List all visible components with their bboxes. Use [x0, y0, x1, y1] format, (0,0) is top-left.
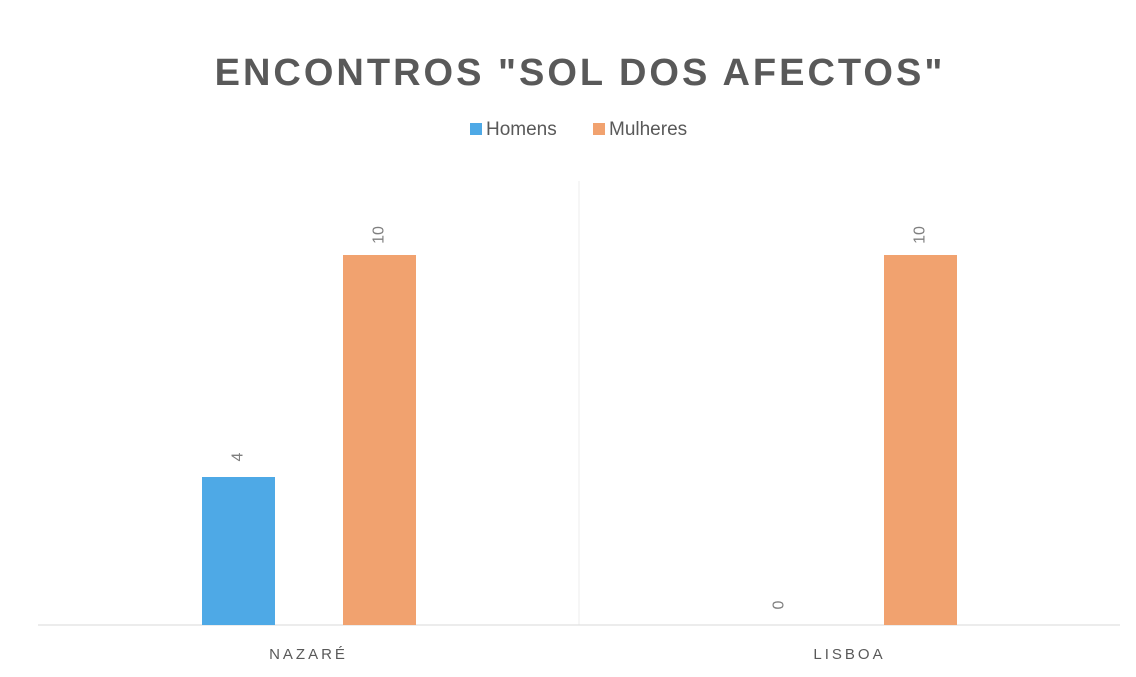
x-tick-label: LISBOA: [813, 646, 885, 663]
bar: [202, 477, 275, 625]
data-label: 10: [912, 226, 929, 244]
legend-swatch: [470, 123, 482, 135]
chart-title: ENCONTROS "SOL DOS AFECTOS": [215, 52, 946, 94]
legend-label: Mulheres: [609, 119, 687, 140]
data-label: 0: [771, 600, 788, 609]
x-tick-label: NAZARÉ: [269, 646, 348, 663]
data-label: 10: [371, 226, 388, 244]
legend-label: Homens: [486, 119, 557, 140]
data-label: 4: [230, 452, 247, 461]
bar: [884, 255, 957, 625]
legend-swatch: [593, 123, 605, 135]
bar: [343, 255, 416, 625]
